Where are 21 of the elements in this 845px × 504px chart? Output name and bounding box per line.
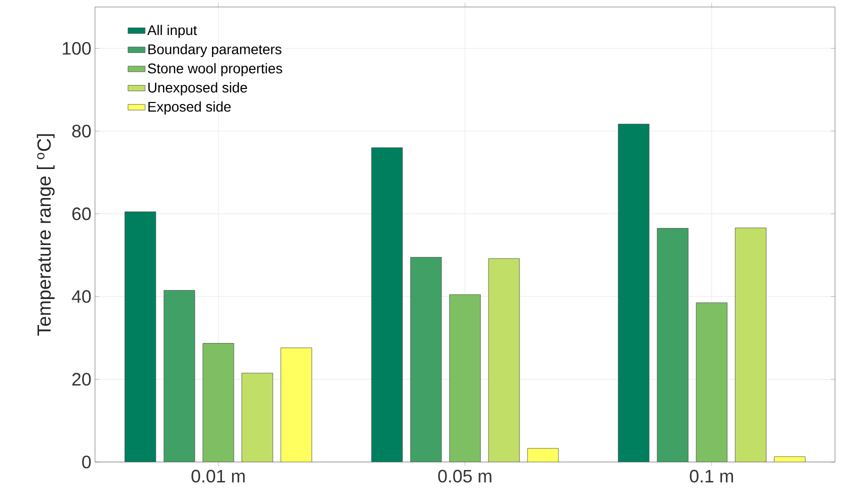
bar xyxy=(488,258,520,462)
y-tick-label: 80 xyxy=(72,124,91,138)
bar xyxy=(696,302,728,462)
legend-label: Unexposed side xyxy=(148,82,248,96)
y-tick-label: 40 xyxy=(72,290,91,303)
y-tick-label: 100 xyxy=(62,42,91,55)
y-tick-label: 20 xyxy=(72,372,91,386)
x-tick-label: 0.1 m xyxy=(690,470,733,483)
legend-label: Boundary parameters xyxy=(148,44,282,58)
legend-label: Exposed side xyxy=(148,101,231,114)
bar xyxy=(734,228,766,462)
x-tick-label: 0.05 m xyxy=(438,470,492,483)
y-tick-label: 60 xyxy=(72,207,91,220)
x-tick-label: 0.01 m xyxy=(192,470,245,483)
y-axis-title: Temperature range [ $^{o}$C] xyxy=(36,134,55,336)
legend-label: Stone wool properties xyxy=(148,63,282,76)
y-tick-label: 0 xyxy=(82,456,91,468)
bar xyxy=(449,294,481,462)
bar xyxy=(202,343,234,462)
legend-label: All input xyxy=(147,24,197,38)
bar xyxy=(242,372,274,462)
